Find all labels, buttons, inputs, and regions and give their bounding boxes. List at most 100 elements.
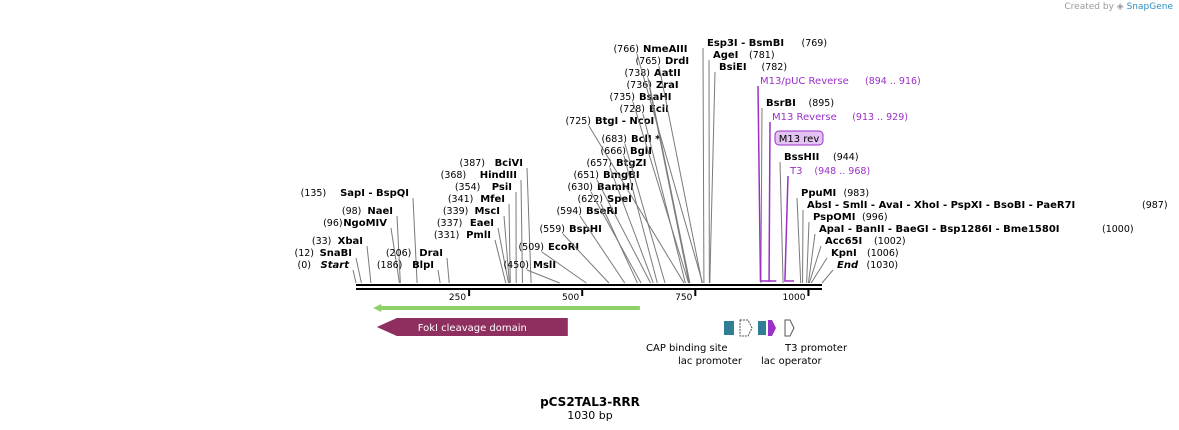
site-label-psii: PsiI: [492, 182, 512, 193]
site-line-bsahi: [632, 101, 690, 284]
site-label-bmgbi: BmgBI: [603, 170, 640, 181]
site-line-bmgbi: [596, 179, 651, 284]
site-label-drai: DraI: [419, 248, 443, 259]
primer-label-m13-reverse: M13 Reverse: [772, 112, 837, 123]
site-position-naei: (98): [342, 206, 362, 217]
site-position-pspomi: (996): [862, 212, 888, 223]
site-label-spei: SpeI: [607, 194, 632, 205]
site-line-pmli: [494, 239, 507, 284]
primer-badge-box: [774, 130, 824, 146]
site-line-acc65i: [808, 245, 822, 284]
axis-tick-label: 250: [449, 293, 466, 303]
site-label-eaei: EaeI: [470, 218, 494, 229]
site-line-bcivi: [526, 167, 532, 284]
site-line-eaei: [497, 227, 509, 284]
site-position-end: (1030): [867, 260, 899, 271]
snapgene-credit: Created by ◈ SnapGene: [1064, 2, 1173, 12]
site-line-bsphi: [562, 233, 610, 284]
site-position-bmgbi: (651): [573, 170, 599, 181]
site-position-kpni: (1006): [867, 248, 899, 259]
site-line-ecori: [541, 251, 587, 284]
site-position-blpi: (186): [377, 260, 403, 271]
site-position-apai-banii-baegi-bsp1286i-bme1580i: (1000): [1102, 224, 1134, 235]
site-label-kpni: KpnI: [831, 248, 857, 259]
site-line-kpni: [810, 257, 828, 284]
site-label-start: Start: [321, 260, 351, 271]
axis-tick-label: 1000: [783, 293, 806, 303]
site-label-naei: NaeI: [367, 206, 393, 217]
primer-range-m13-puc-reverse: (894 .. 916): [865, 76, 921, 87]
site-label-hindiii: HindIII: [480, 170, 517, 181]
t3-promoter-arrow: [784, 319, 795, 337]
site-position-ecii: (728): [619, 104, 645, 115]
site-position-eaei: (337): [437, 218, 463, 229]
site-line-drdi: [658, 65, 703, 284]
site-label-pmli: PmlI: [466, 230, 491, 241]
site-position-bcivi: (387): [459, 158, 485, 169]
feature-span-arrowhead: [373, 304, 382, 312]
site-position-agei: (781): [749, 50, 775, 61]
site-label-bsphi: BspHI: [569, 224, 602, 235]
primer-binding-arrow: [768, 320, 776, 336]
site-line-apai-banii-baegi-bsp1286i-bme1580i: [807, 233, 816, 284]
site-position-aatii: (738): [624, 68, 650, 79]
site-label-ecori: EcoRI: [548, 242, 579, 253]
site-label-acc65i: Acc65I: [825, 236, 862, 247]
site-position-acc65i: (1002): [874, 236, 906, 247]
site-label-blpi: BlpI: [412, 260, 434, 271]
site-label-ppumi: PpuMI: [801, 188, 836, 199]
site-position-msci: (339): [443, 206, 469, 217]
site-label-absi-smli-avai-xhoi-pspxi-bsobi-paer7i: AbsI - SmlI - AvaI - XhoI - PspXI - BsoB…: [807, 200, 1075, 211]
site-line-btgzi: [609, 167, 654, 284]
plasmid-title-block: pCS2TAL3-RRR 1030 bp: [490, 395, 690, 422]
site-line-nmeaiii: [636, 53, 704, 284]
t3-promoter-label: T3 promoter: [784, 343, 848, 354]
site-position-snabi: (12): [294, 248, 314, 259]
primer-line-t3: [784, 175, 794, 282]
site-position-nmeaiii: (766): [613, 44, 639, 55]
site-label-pspomi: PspOMI: [813, 212, 855, 223]
site-line-bsiei: [709, 71, 716, 284]
site-position-absi-smli-avai-xhoi-pspxi-bsobi-paer7i: (987): [1142, 200, 1168, 211]
site-position-spei: (622): [577, 194, 603, 205]
site-line-esp3i-bsmbi: [702, 47, 705, 284]
site-label-zrai: ZraI: [656, 80, 679, 91]
site-label-msci: MscI: [474, 206, 500, 217]
site-position-btgi-ncoi: (725): [565, 116, 591, 127]
site-label-snabi: SnaBI: [320, 248, 352, 259]
site-line-mfei: [508, 203, 511, 284]
site-position-ppumi: (983): [844, 188, 870, 199]
site-position-ngomiv: (96): [323, 218, 343, 229]
site-label-ngomiv: NgoMIV: [343, 218, 387, 229]
site-label-aatii: AatII: [654, 68, 681, 79]
site-line-bcli: [624, 143, 666, 284]
site-line-bsrbi: [760, 107, 763, 284]
site-position-drdi: (765): [635, 56, 661, 67]
site-position-bsahi: (735): [609, 92, 635, 103]
site-position-bsshii: (944): [833, 152, 859, 163]
site-label-xbai: XbaI: [338, 236, 363, 247]
primer-label-m13-puc-reverse: M13/pUC Reverse: [760, 76, 849, 87]
site-position-start: (0): [298, 260, 311, 271]
site-position-mfei: (341): [448, 194, 474, 205]
site-label-agei: AgeI: [713, 50, 738, 61]
site-position-bamhi: (630): [567, 182, 593, 193]
plasmid-name: pCS2TAL3-RRR: [540, 395, 640, 409]
site-position-esp3i-bsmbi: (769): [802, 38, 828, 49]
axis-tick-label: 500: [562, 293, 579, 303]
site-label-bsiei: BsiEI: [719, 62, 747, 73]
site-line-naei: [396, 215, 401, 284]
site-label-bamhi: BamHI: [597, 182, 634, 193]
site-label-esp3i-bsmbi: Esp3I - BsmBI: [707, 38, 784, 49]
site-line-pspomi: [806, 221, 810, 284]
lac-promoter-label: lac promoter: [678, 356, 743, 367]
site-line-end: [821, 269, 834, 284]
site-label-nmeaiii: NmeAIII: [643, 44, 687, 55]
site-label-apai-banii-baegi-bsp1286i-bme1580i: ApaI - BanII - BaeGI - Bsp1286I - Bme158…: [819, 224, 1060, 235]
site-label-sapi-bspqi: SapI - BspQI: [340, 188, 409, 199]
site-line-aatii: [647, 77, 691, 284]
site-position-xbai: (33): [312, 236, 332, 247]
site-line-sapi-bspqi: [412, 197, 418, 284]
site-line-blpi: [437, 269, 441, 284]
